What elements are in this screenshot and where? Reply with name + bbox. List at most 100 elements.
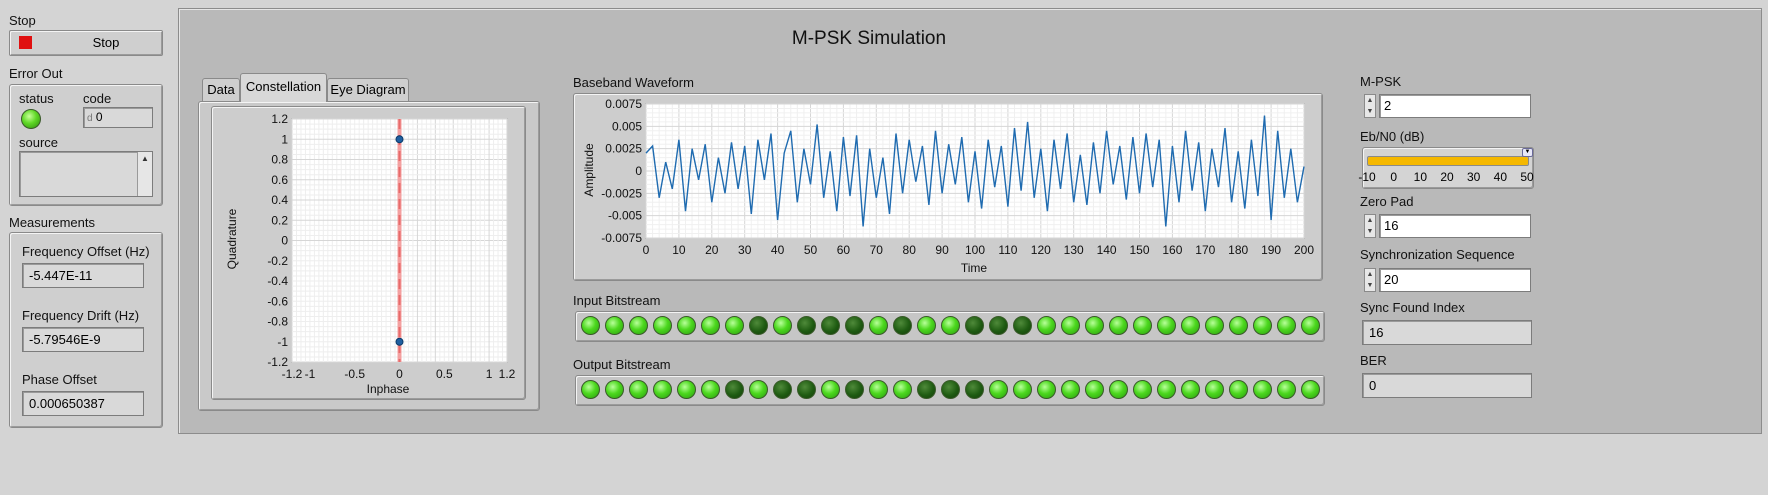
tab-constellation[interactable]: Constellation xyxy=(240,73,327,102)
y-tick-label: -0.6 xyxy=(267,294,288,308)
bit-led xyxy=(845,380,864,399)
bit-led xyxy=(1301,380,1320,399)
ebn0-tick-label: 10 xyxy=(1413,170,1428,184)
bit-led xyxy=(725,316,744,335)
bit-led xyxy=(917,380,936,399)
y-tick-label: -0.0075 xyxy=(601,231,642,245)
status-indicator xyxy=(21,109,41,129)
source-field[interactable]: ▲ xyxy=(19,151,153,197)
zero-pad-stepper[interactable]: ▲ ▼ xyxy=(1364,214,1376,238)
mpsk-stepper[interactable]: ▲ ▼ xyxy=(1364,94,1376,118)
mpsk-label: M-PSK xyxy=(1360,74,1402,89)
bit-led xyxy=(1085,316,1104,335)
increment-icon[interactable]: ▲ xyxy=(1366,217,1374,224)
increment-icon[interactable]: ▲ xyxy=(1366,271,1374,278)
stop-icon xyxy=(19,36,32,49)
sync-found-label: Sync Found Index xyxy=(1360,300,1465,315)
x-tick-label: 200 xyxy=(1294,243,1314,257)
scroll-up-icon[interactable]: ▲ xyxy=(141,154,149,163)
ebn0-tick-label: 30 xyxy=(1466,170,1481,184)
y-tick-label: -0.0025 xyxy=(601,186,642,200)
stop-button[interactable]: Stop xyxy=(9,30,163,56)
sync-seq-input[interactable]: 20 xyxy=(1379,268,1531,292)
x-tick-label: 70 xyxy=(870,243,884,257)
x-tick-label: -0.5 xyxy=(344,367,365,381)
bit-led xyxy=(1157,316,1176,335)
x-tick-label: 1.2 xyxy=(499,367,516,381)
sync-seq-stepper[interactable]: ▲ ▼ xyxy=(1364,268,1376,292)
freq-drift-label: Frequency Drift (Hz) xyxy=(22,308,140,323)
bit-led xyxy=(989,316,1008,335)
x-tick-label: 0 xyxy=(643,243,650,257)
quadrature-axis-label: Quadrature xyxy=(225,208,239,269)
bit-led xyxy=(581,380,600,399)
bit-led xyxy=(749,380,768,399)
bit-led xyxy=(1205,380,1224,399)
increment-icon[interactable]: ▲ xyxy=(1366,97,1374,104)
tab-eye-diagram[interactable]: Eye Diagram xyxy=(327,78,409,102)
stop-label: Stop xyxy=(9,13,36,28)
y-tick-label: -0.005 xyxy=(608,209,642,223)
y-tick-label: -0.2 xyxy=(267,254,288,268)
y-tick-label: 0.0075 xyxy=(605,97,642,111)
measurements-label: Measurements xyxy=(9,215,95,230)
ebn0-tick-label: 0 xyxy=(1390,170,1397,184)
x-tick-label: 90 xyxy=(935,243,949,257)
x-tick-label: 60 xyxy=(837,243,851,257)
x-tick-label: 130 xyxy=(1064,243,1084,257)
source-label: source xyxy=(19,135,59,150)
error-out-cluster: status code d 0 source ▲ xyxy=(9,84,163,206)
bit-led xyxy=(1037,380,1056,399)
x-tick-label: 190 xyxy=(1261,243,1281,257)
bit-led xyxy=(1229,380,1248,399)
x-tick-label: 0.5 xyxy=(436,367,453,381)
phase-offset-field: 0.000650387 xyxy=(22,391,144,416)
code-field[interactable]: d 0 xyxy=(83,107,153,128)
decrement-icon[interactable]: ▼ xyxy=(1366,108,1374,115)
bit-led xyxy=(701,380,720,399)
ebn0-scale: -10 0 10 20 30 40 50 xyxy=(1358,170,1533,186)
sync-seq-label: Synchronization Sequence xyxy=(1360,247,1515,262)
bit-led xyxy=(821,316,840,335)
bit-led xyxy=(653,380,672,399)
bit-led xyxy=(797,380,816,399)
bit-led xyxy=(1253,316,1272,335)
bit-led xyxy=(605,316,624,335)
baseband-waveform-label: Baseband Waveform xyxy=(573,75,694,90)
bit-led xyxy=(653,316,672,335)
bit-led xyxy=(1253,380,1272,399)
ebn0-slider[interactable]: ▼ -10 0 10 20 30 40 50 xyxy=(1358,147,1534,189)
page-title: M-PSK Simulation xyxy=(791,28,947,49)
decrement-icon[interactable]: ▼ xyxy=(1366,228,1374,235)
y-tick-label: 1.2 xyxy=(271,112,288,126)
ebn0-slider-thumb[interactable]: ▼ xyxy=(1522,148,1533,157)
measurements-cluster: Frequency Offset (Hz) -5.447E-11 Frequen… xyxy=(9,232,163,428)
source-scrollbar[interactable]: ▲ xyxy=(137,152,152,196)
bit-led xyxy=(1277,316,1296,335)
ebn0-slider-track[interactable] xyxy=(1367,156,1529,166)
constellation-graph-frame: -1.2 -1 -0.5 0 0.5 1 1.2 1.2 1 0.8 0.6 0.4 0.2 0 -0.2-… xyxy=(211,106,526,400)
ebn0-tick-label: 20 xyxy=(1440,170,1454,184)
bit-led xyxy=(941,380,960,399)
y-tick-label: -0.4 xyxy=(267,274,288,288)
tab-data[interactable]: Data xyxy=(202,78,240,102)
x-tick-label: 120 xyxy=(1031,243,1051,257)
constellation-graph: -1.2 -1 -0.5 0 0.5 1 1.21.210.80.60.40.20-0.2-… xyxy=(225,112,516,396)
waveform-graph-frame: 0 10 20 30 40 50 60 70 80 90 100 110 120 130 140 150 160… xyxy=(573,93,1323,281)
x-tick-label: 110 xyxy=(998,243,1017,257)
waveform-trace xyxy=(645,115,1305,227)
freq-offset-field: -5.447E-11 xyxy=(22,263,144,288)
x-tick-label: 50 xyxy=(804,243,818,257)
zero-pad-input[interactable]: 16 xyxy=(1379,214,1531,238)
ebn0-tick-label: -10 xyxy=(1358,170,1376,184)
mpsk-input[interactable]: 2 xyxy=(1379,94,1531,118)
decrement-icon[interactable]: ▼ xyxy=(1366,282,1374,289)
y-tick-label: -0.8 xyxy=(267,315,288,329)
x-tick-label: 20 xyxy=(705,243,719,257)
time-axis-label: Time xyxy=(961,261,988,275)
inphase-axis-label: Inphase xyxy=(367,382,410,396)
amplitude-axis-label: Amplitude xyxy=(582,143,596,197)
constellation-point xyxy=(395,337,404,346)
y-tick-label: 1 xyxy=(281,132,288,146)
baseband-waveform-graph: 0 10 20 30 40 50 60 70 80 90 100 110 120 130 140 150 160… xyxy=(582,97,1314,275)
